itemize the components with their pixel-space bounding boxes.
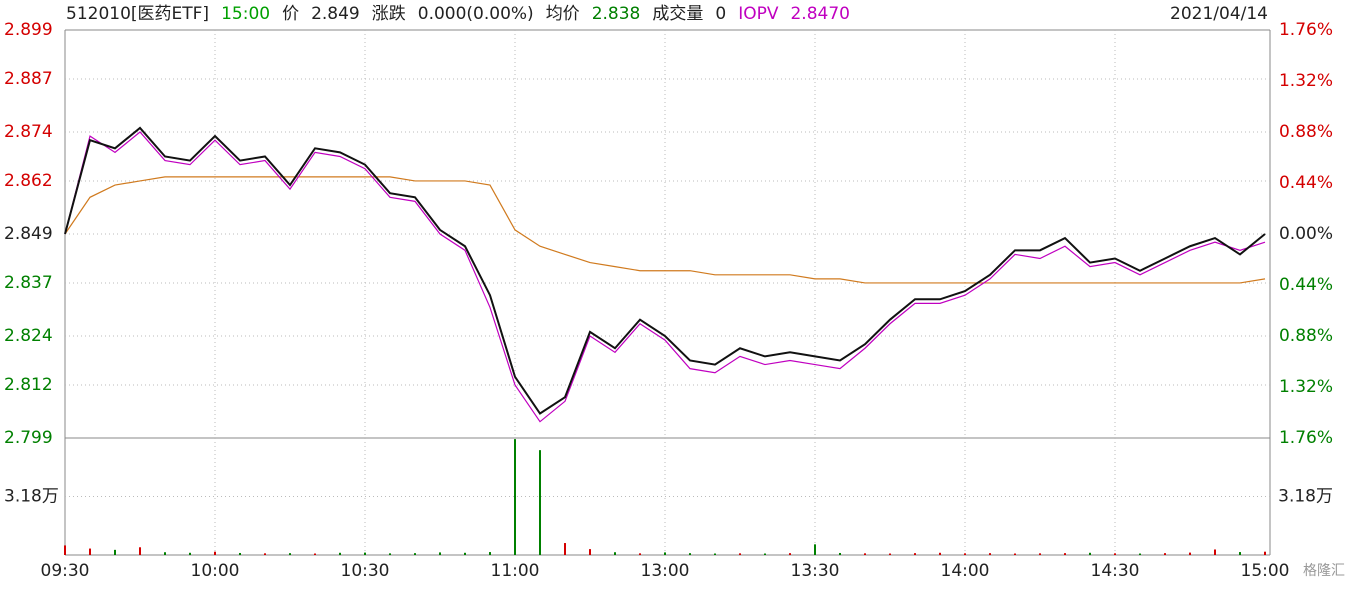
header-item: 15:00: [221, 4, 270, 24]
watermark: 格隆汇: [1303, 563, 1345, 579]
volume-bar: [739, 553, 741, 555]
volume-bar: [664, 552, 666, 555]
volume-bar: [264, 553, 266, 555]
volume-bar: [389, 553, 391, 555]
volume-tick-label: 3.18万: [4, 487, 59, 507]
volume-bar: [1114, 553, 1116, 555]
volume-bar: [639, 553, 641, 555]
volume-bar: [614, 552, 616, 555]
header-item: 0: [715, 4, 726, 24]
header-item: 2.838: [592, 4, 641, 24]
header-item: 价: [282, 4, 299, 24]
volume-bar: [764, 553, 766, 555]
x-tick-label: 13:30: [791, 561, 840, 581]
volume-bar: [439, 552, 441, 555]
volume-bar: [789, 553, 791, 555]
series-line: [64, 126, 1266, 415]
y-tick-label: 2.862: [4, 171, 53, 191]
x-tick-label: 11:00: [491, 561, 540, 581]
volume-bar: [89, 548, 91, 555]
y2-tick-label: 1.76%: [1279, 428, 1333, 448]
volume-bar: [164, 552, 166, 555]
volume-bar: [1164, 553, 1166, 555]
volume-bar: [939, 552, 941, 555]
x-tick-label: 14:00: [941, 561, 990, 581]
y2-tick-label: 0.00%: [1279, 224, 1333, 244]
header-item: 涨跌: [372, 4, 406, 24]
header-item: 均价: [546, 4, 580, 24]
y2-tick-label: 1.32%: [1279, 377, 1333, 397]
volume-bar: [1264, 551, 1266, 555]
y-tick-label: 2.899: [4, 20, 53, 40]
header-item: 0.000(0.00%): [418, 4, 534, 24]
y2-tick-label: 0.88%: [1279, 122, 1333, 142]
volume-bar: [914, 553, 916, 555]
volume-bar: [964, 553, 966, 555]
y-tick-label: 2.849: [4, 224, 53, 244]
volume-bar: [364, 552, 366, 555]
volume-bar: [314, 553, 316, 555]
volume-bar: [714, 553, 716, 555]
x-tick-label: 13:00: [641, 561, 690, 581]
series-line: [64, 131, 1266, 423]
y2-tick-label: 0.44%: [1279, 173, 1333, 193]
x-tick-label: 15:00: [1241, 561, 1290, 581]
volume-bar: [1039, 553, 1041, 555]
volume-bar: [464, 552, 466, 555]
y-tick-label: 2.824: [4, 326, 53, 346]
y-tick-label: 2.837: [4, 273, 53, 293]
volume-bar: [189, 552, 191, 555]
volume-bar: [839, 552, 841, 555]
volume-bar: [814, 544, 816, 555]
volume-bar: [64, 545, 66, 555]
y-tick-label: 2.887: [4, 69, 53, 89]
header-item: 2.849: [311, 4, 360, 24]
volume-bar: [339, 552, 341, 555]
y2-tick-label: 0.44%: [1279, 275, 1333, 295]
series-line: [64, 176, 1266, 284]
y-tick-label: 2.874: [4, 122, 53, 142]
volume-bar: [289, 553, 291, 555]
x-tick-label: 10:30: [341, 561, 390, 581]
x-tick-label: 10:00: [191, 561, 240, 581]
volume-bar: [1214, 549, 1216, 555]
volume-bar: [214, 551, 216, 555]
volume-bar: [1064, 553, 1066, 555]
volume-bar: [864, 553, 866, 555]
volume-bar: [1014, 553, 1016, 555]
x-tick-label: 14:30: [1091, 561, 1140, 581]
volume-bar: [239, 552, 241, 555]
volume-bar: [989, 553, 991, 555]
header-item: 512010[医药ETF]: [66, 4, 209, 24]
volume-bar: [414, 553, 416, 555]
y-tick-label: 2.799: [4, 428, 53, 448]
header-item: IOPV: [738, 4, 779, 24]
header-item: 2.8470: [790, 4, 849, 24]
volume-bar: [114, 549, 116, 555]
volume-bar: [1189, 552, 1191, 555]
volume-bar: [514, 439, 516, 555]
header-item: 成交量: [652, 4, 703, 24]
volume-tick-label: 3.18万: [1278, 487, 1333, 507]
date: 2021/04/14: [1170, 4, 1268, 24]
y2-tick-label: 0.88%: [1279, 326, 1333, 346]
y-tick-label: 2.812: [4, 375, 53, 395]
volume-bar: [489, 552, 491, 555]
volume-bar: [539, 450, 541, 555]
volume-bar: [889, 553, 891, 555]
y2-tick-label: 1.32%: [1279, 71, 1333, 91]
volume-bar: [1139, 553, 1141, 555]
x-tick-label: 09:30: [41, 561, 90, 581]
volume-bar: [139, 547, 141, 555]
volume-bar: [1089, 552, 1091, 555]
volume-bar: [564, 543, 566, 555]
volume-bar: [1239, 552, 1241, 555]
volume-bar: [589, 549, 591, 555]
volume-bar: [689, 553, 691, 555]
y2-tick-label: 1.76%: [1279, 20, 1333, 40]
